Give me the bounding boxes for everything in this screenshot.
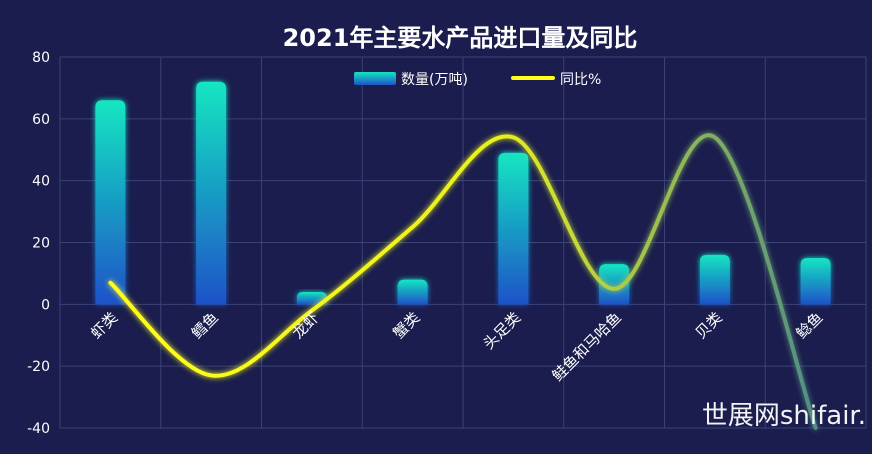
legend-label-bar: 数量(万吨) xyxy=(401,72,468,88)
bar-series xyxy=(95,81,831,305)
y-tick-label: 60 xyxy=(32,112,50,128)
yoy-line[interactable] xyxy=(108,133,818,430)
x-tick-label: 虾类 xyxy=(87,308,121,342)
bar[interactable] xyxy=(397,279,428,305)
bar[interactable] xyxy=(196,81,227,305)
bar[interactable] xyxy=(296,291,327,305)
x-tick-label: 龙虾 xyxy=(289,308,323,342)
legend-label-line: 同比% xyxy=(560,72,601,88)
bar[interactable] xyxy=(599,264,630,305)
x-tick-label: 鳕鱼 xyxy=(188,308,222,342)
y-tick-label: -40 xyxy=(27,421,50,437)
legend-swatch-bar xyxy=(354,72,396,85)
y-tick-label: -20 xyxy=(27,359,50,375)
line-series xyxy=(108,133,818,430)
x-tick-label: 鲶鱼 xyxy=(793,308,827,342)
watermark: 世展网shifair. xyxy=(702,401,866,431)
y-tick-label: 80 xyxy=(32,50,50,66)
x-tick-label: 鲑鱼和马哈鱼 xyxy=(549,308,625,384)
bar[interactable] xyxy=(800,257,831,305)
x-tick-label: 贝类 xyxy=(692,308,726,342)
y-axis: 80 60 40 20 0 -20 -40 xyxy=(27,50,50,437)
y-tick-label: 40 xyxy=(32,174,50,190)
y-tick-label: 0 xyxy=(41,297,50,313)
x-tick-label: 蟹类 xyxy=(390,308,424,342)
x-axis: 虾类 鳕鱼 龙虾 蟹类 头足类 鲑鱼和马哈鱼 贝类 鲶鱼 xyxy=(87,308,826,384)
grid xyxy=(59,56,867,429)
x-tick-label: 头足类 xyxy=(480,308,525,353)
bar[interactable] xyxy=(498,152,529,305)
bar[interactable] xyxy=(699,254,730,305)
y-tick-label: 20 xyxy=(32,236,50,252)
legend[interactable]: 数量(万吨) 同比% xyxy=(354,72,601,88)
chart-title: 2021年主要水产品进口量及同比 xyxy=(283,24,638,52)
bar[interactable] xyxy=(95,100,126,305)
